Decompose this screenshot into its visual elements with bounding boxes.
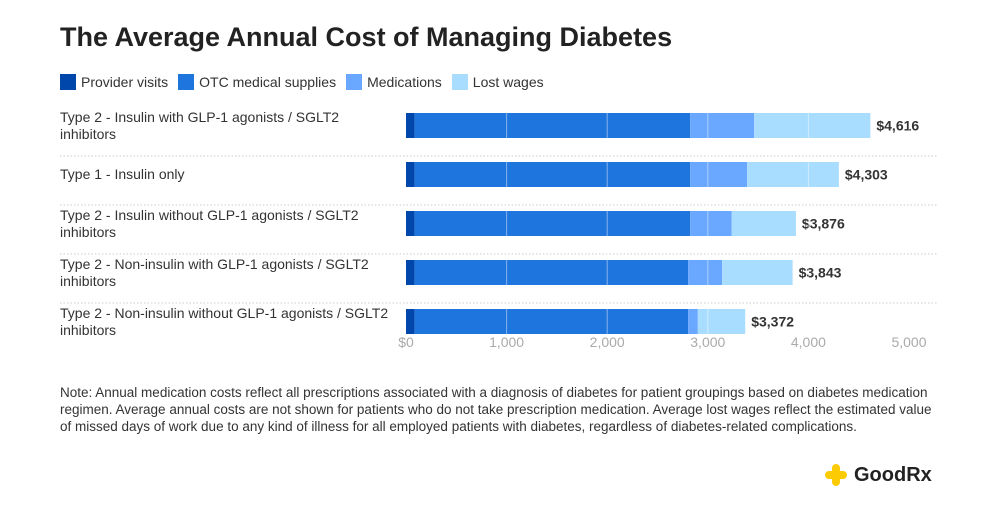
goodrx-logo: GoodRx bbox=[824, 463, 932, 487]
bar-segment bbox=[690, 162, 748, 187]
legend-item: Medications bbox=[346, 74, 442, 90]
legend-item: Lost wages bbox=[451, 74, 544, 90]
legend-item: Provider visits bbox=[60, 74, 168, 90]
category-label: Type 2 - Insulin with GLP-1 agonists / S… bbox=[60, 108, 340, 142]
bar-segment bbox=[406, 113, 415, 138]
logo-plus-icon bbox=[825, 464, 847, 486]
bar-segment bbox=[697, 309, 746, 334]
legend-swatch bbox=[451, 74, 468, 90]
bar-segment bbox=[414, 113, 691, 138]
bar-segment bbox=[406, 260, 415, 285]
category-label: Type 2 - Non-insulin without GLP-1 agoni… bbox=[60, 304, 389, 338]
legend-swatch bbox=[60, 74, 76, 90]
legend-label: Lost wages bbox=[472, 74, 544, 90]
bar-segment bbox=[754, 113, 871, 138]
total-label: $3,372 bbox=[751, 314, 794, 330]
bar-segment bbox=[731, 211, 796, 236]
x-tick-label: $0 bbox=[398, 334, 414, 350]
bar-segment bbox=[747, 162, 839, 187]
total-label: $3,876 bbox=[802, 216, 845, 232]
legend-label: Provider visits bbox=[81, 74, 169, 90]
bar-segment bbox=[414, 309, 689, 334]
x-tick-label: 5,000 bbox=[891, 334, 926, 350]
bar-segment bbox=[406, 211, 415, 236]
bar-segment bbox=[690, 211, 732, 236]
bar-segment bbox=[688, 309, 698, 334]
bar-segment bbox=[414, 162, 691, 187]
legend-swatch bbox=[178, 74, 195, 90]
legend-swatch bbox=[346, 74, 363, 90]
bar-segment bbox=[414, 260, 689, 285]
legend-label: Medications bbox=[367, 74, 442, 90]
total-label: $4,616 bbox=[876, 118, 919, 134]
bar-segment bbox=[406, 309, 415, 334]
legend: Provider visits OTC medical supplies Medic… bbox=[60, 74, 544, 90]
x-tick-label: 3,000 bbox=[690, 334, 725, 350]
logo-text: GoodRx bbox=[854, 463, 932, 486]
legend-label: OTC medical supplies bbox=[199, 74, 337, 90]
total-label: $4,303 bbox=[845, 167, 888, 183]
total-label: $3,843 bbox=[799, 265, 842, 281]
footnote: Note: Annual medication costs reflect al… bbox=[60, 385, 932, 434]
category-label: Type 1 - Insulin only bbox=[60, 166, 185, 182]
x-tick-label: 2,000 bbox=[590, 334, 625, 350]
bar-segment bbox=[722, 260, 793, 285]
legend-item: OTC medical supplies bbox=[178, 74, 336, 90]
chart-title: The Average Annual Cost of Managing Diab… bbox=[60, 22, 673, 52]
category-label: Type 2 - Insulin without GLP-1 agonists … bbox=[60, 206, 359, 240]
x-tick-label: 1,000 bbox=[489, 334, 524, 350]
bar-segment bbox=[688, 260, 723, 285]
bar-segment bbox=[406, 162, 415, 187]
category-label: Type 2 - Non-insulin with GLP-1 agonists… bbox=[60, 255, 369, 289]
bar-segment bbox=[690, 113, 755, 138]
x-tick-label: 4,000 bbox=[791, 334, 826, 350]
bar-segment bbox=[414, 211, 691, 236]
